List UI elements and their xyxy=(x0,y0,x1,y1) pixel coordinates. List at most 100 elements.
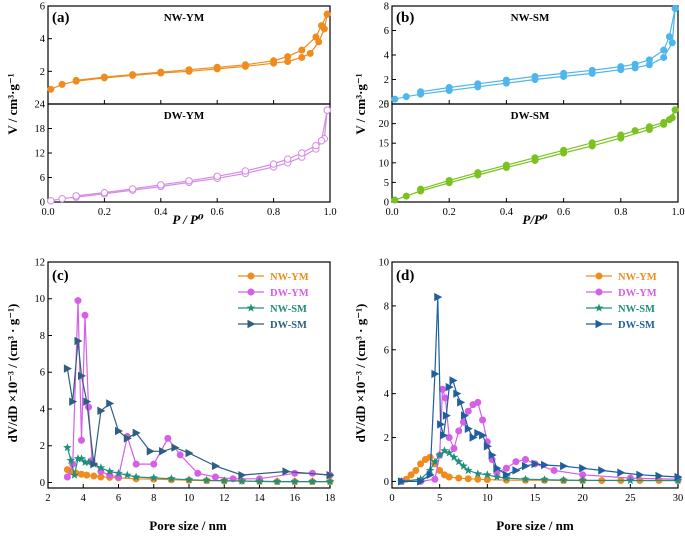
data-point-b2-desorption xyxy=(531,154,539,162)
data-point-d-dw-ym xyxy=(455,427,463,435)
data-point-d-dw-sm xyxy=(457,398,466,407)
data-point-d-nw-sm xyxy=(578,475,587,484)
data-point-d-dw-sm xyxy=(426,470,435,480)
data-point-c-nw-sm xyxy=(77,454,86,463)
y-tick-label-d: 6 xyxy=(384,345,389,356)
data-point-a2-desorption xyxy=(213,172,221,180)
data-point-a2-desorption xyxy=(185,177,193,185)
data-point-c-dw-sm xyxy=(90,459,99,469)
data-point-d-dw-ym xyxy=(431,475,439,483)
data-point-c-dw-ym xyxy=(150,460,158,468)
data-point-c-dw-ym xyxy=(176,451,184,459)
y-axis-title-top-left: V / cm³·g⁻¹ xyxy=(5,73,20,134)
x-tick-label-d: 15 xyxy=(530,493,541,504)
y-axis-title-bottom-left: dV/dD ×10⁻³ / (cm³ · g⁻¹) xyxy=(5,304,20,443)
data-point-d-nw-ym xyxy=(407,471,415,479)
data-point-d-dw-ym xyxy=(450,445,458,453)
y-tick-label-a: 6 xyxy=(40,2,45,13)
data-point-a-desorption xyxy=(213,63,221,71)
data-point-d-dw-sm xyxy=(502,470,511,480)
data-point-d-dw-sm xyxy=(488,450,497,460)
data-point-c-dw-ym xyxy=(74,297,82,305)
legend-marker-d xyxy=(595,288,603,296)
data-point-b2-desorption xyxy=(417,185,425,193)
data-point-c-nw-sm xyxy=(255,476,264,485)
data-point-d-dw-sm xyxy=(442,411,451,420)
data-point-d-dw-sm xyxy=(460,411,469,420)
y-tick-label-c: 8 xyxy=(40,331,45,342)
data-point-c-dw-sm xyxy=(238,470,247,480)
data-point-a2-desorption xyxy=(157,181,165,189)
data-point-a-adsorption xyxy=(58,80,66,88)
data-point-c-nw-sm xyxy=(66,455,76,465)
data-point-d-dw-ym xyxy=(521,455,529,463)
y-axis-title-bottom-right: dV/dD ×10⁻³ / (cm³ · g⁻¹) xyxy=(353,304,368,443)
data-point-a-adsorption xyxy=(298,53,306,61)
data-point-c-nw-sm xyxy=(308,477,317,486)
data-point-a2-adsorption xyxy=(58,195,66,203)
data-point-d-dw-sm xyxy=(493,464,502,473)
data-point-d-nw-ym xyxy=(445,473,453,481)
legend-label-d: NW-SM xyxy=(618,304,655,315)
data-point-d-nw-sm xyxy=(492,472,502,481)
data-point-d-nw-sm xyxy=(559,475,568,484)
data-point-d-dw-sm xyxy=(655,471,664,481)
data-point-d-dw-sm xyxy=(483,442,492,451)
data-point-c-nw-sm xyxy=(202,475,211,484)
data-point-a2-desorption xyxy=(72,192,80,200)
data-point-a2-desorption xyxy=(317,137,326,145)
data-point-d-nw-sm xyxy=(430,457,440,466)
data-point-c-nw-sm xyxy=(220,476,229,485)
data-point-d-dw-ym xyxy=(445,434,453,442)
data-point-d-nw-sm xyxy=(440,446,449,455)
y-tick-label-b2: 20 xyxy=(379,119,390,130)
data-point-a2-desorption xyxy=(128,185,137,193)
legend-label-d: DW-SM xyxy=(618,320,655,331)
data-point-b2-desorption xyxy=(665,116,673,124)
data-point-c-dw-sm xyxy=(97,406,106,416)
data-point-d-dw-sm xyxy=(398,477,407,486)
data-point-d-dw-ym xyxy=(512,458,520,466)
data-point-b2-desorption xyxy=(445,176,453,184)
legend-label-c: NW-SM xyxy=(270,304,307,315)
data-point-d-dw-sm xyxy=(636,470,645,480)
x-tick-label-d: 0 xyxy=(389,493,394,504)
y-tick-label-d: 4 xyxy=(384,389,390,400)
data-point-b-desorption xyxy=(417,88,425,96)
data-point-d-dw-ym xyxy=(479,416,487,424)
data-point-c-dw-ym xyxy=(291,469,299,477)
data-point-c-nw-sm xyxy=(70,470,79,479)
data-point-d-nw-sm xyxy=(435,450,444,459)
y-tick-label-c: 2 xyxy=(40,441,45,452)
x-tick-label-a2: 0.4 xyxy=(154,207,168,218)
data-point-d-nw-sm xyxy=(473,469,483,478)
data-point-c-dw-ym xyxy=(77,436,85,444)
data-point-a2-desorption xyxy=(284,155,292,163)
data-point-d-nw-ym xyxy=(455,474,463,482)
data-point-b-desorption xyxy=(445,83,453,91)
data-point-b-desorption xyxy=(660,46,668,54)
data-point-d-dw-sm xyxy=(474,428,483,438)
data-point-a2-desorption xyxy=(312,141,320,150)
data-point-c-nw-sm xyxy=(114,468,123,477)
y-tick-label-a2: 24 xyxy=(35,100,46,111)
data-point-d-dw-sm xyxy=(560,461,569,471)
y-tick-label-c: 12 xyxy=(35,258,46,269)
data-point-d-dw-sm xyxy=(431,369,440,379)
legend-label-c: DW-YM xyxy=(270,288,309,299)
legend-marker-c xyxy=(246,303,256,312)
x-axis-title-top-right: P/P⁰ xyxy=(522,212,547,227)
data-point-d-dw-sm xyxy=(437,420,446,429)
panel-label-a: (a) xyxy=(52,10,70,26)
x-tick-label-b2: 1.0 xyxy=(671,207,684,218)
x-tick-label-d: 20 xyxy=(577,493,588,504)
x-tick-label-b2: 0.2 xyxy=(443,207,456,218)
data-point-b-desorption xyxy=(645,56,653,64)
series-line-c-dw-sm xyxy=(66,340,331,476)
x-tick-label-d: 10 xyxy=(482,493,493,504)
data-point-d-dw-sm xyxy=(434,292,443,302)
data-point-a-desorption xyxy=(323,10,331,18)
y-tick-label-c: 4 xyxy=(40,404,46,415)
x-tick-label-a2: 1.0 xyxy=(323,207,336,218)
